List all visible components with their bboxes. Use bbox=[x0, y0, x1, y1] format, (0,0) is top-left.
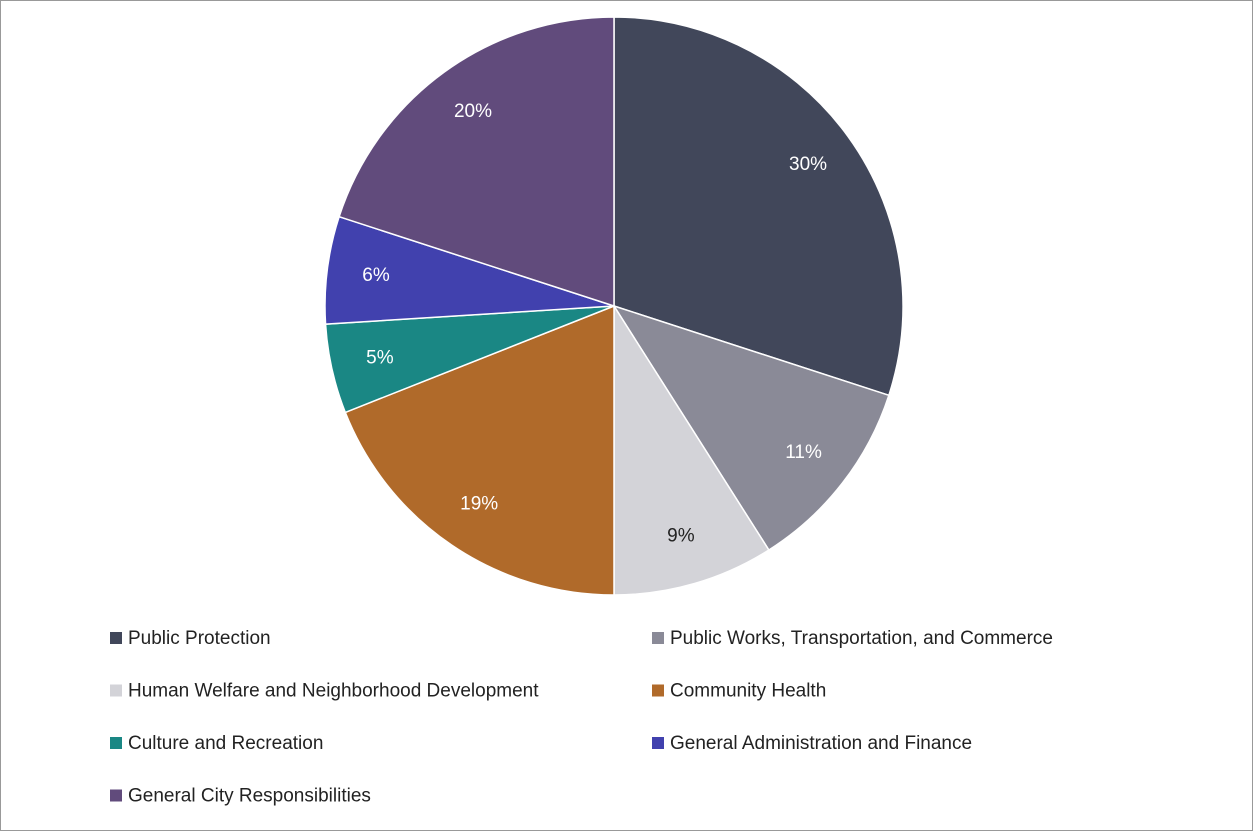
legend-label: Human Welfare and Neighborhood Developme… bbox=[128, 681, 539, 702]
data-label: 11% bbox=[785, 442, 822, 463]
pie-slice bbox=[613, 303, 770, 596]
data-label: 9% bbox=[667, 525, 695, 546]
legend-swatch bbox=[652, 684, 664, 697]
pie-slice bbox=[612, 304, 890, 552]
legend-swatch bbox=[110, 737, 122, 749]
legend-swatch bbox=[110, 632, 122, 644]
pie-slice bbox=[338, 16, 615, 308]
data-label: 6% bbox=[362, 265, 390, 286]
legend-label: General City Responsibilities bbox=[128, 786, 371, 807]
legend-label: General Administration and Finance bbox=[670, 733, 972, 754]
legend-swatch bbox=[652, 737, 664, 749]
pie-slice bbox=[344, 304, 615, 596]
legend-label: Public Works, Transportation, and Commer… bbox=[670, 628, 1053, 649]
legend-label: Public Protection bbox=[128, 628, 271, 649]
data-label: 30% bbox=[789, 154, 827, 175]
legend-label: Culture and Recreation bbox=[128, 733, 323, 754]
legend-label: Community Health bbox=[670, 681, 826, 702]
legend-swatch bbox=[652, 632, 664, 644]
data-label: 19% bbox=[460, 493, 498, 514]
legend-swatch bbox=[110, 789, 122, 802]
data-label: 5% bbox=[366, 347, 394, 368]
legend-swatch bbox=[110, 684, 122, 697]
data-label: 20% bbox=[454, 101, 492, 122]
pie-slice bbox=[613, 16, 904, 397]
